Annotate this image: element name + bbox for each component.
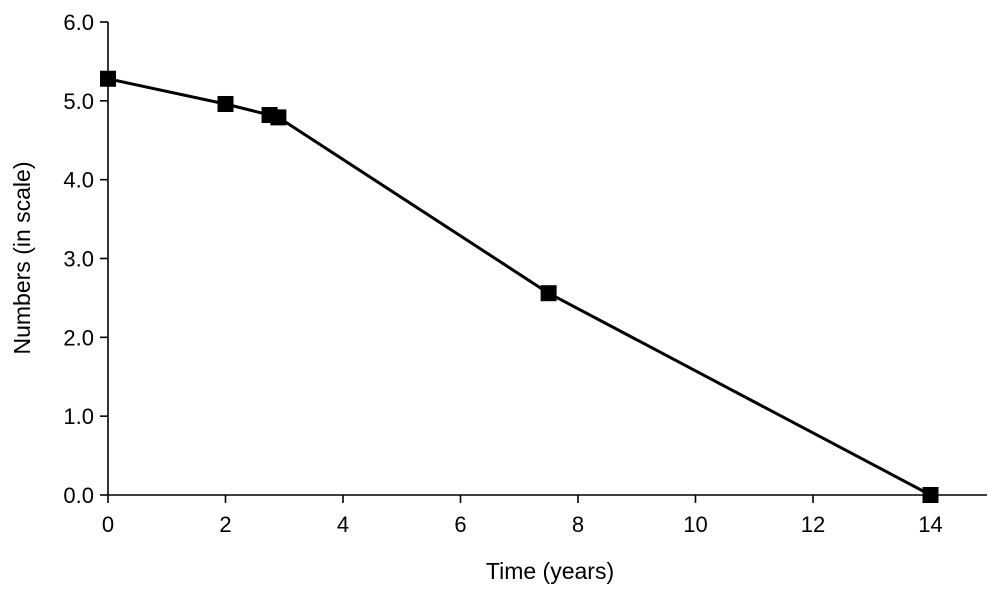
- y-ticks: 0.0 1.0 2.0 3.0 4.0 5.0 6.0: [63, 10, 108, 508]
- x-tick-label: 2: [219, 512, 231, 537]
- y-tick-label: 1.0: [63, 404, 94, 429]
- x-tick-label: 12: [801, 512, 825, 537]
- data-point-marker: [217, 95, 234, 112]
- y-tick-label: 2.0: [63, 325, 94, 350]
- x-tick-label: 4: [337, 512, 349, 537]
- y-tick-label: 4.0: [63, 168, 94, 193]
- data-point-marker: [100, 70, 116, 87]
- data-point-marker: [922, 487, 939, 503]
- x-axis: 0 2 4 6 8 10 12 14: [102, 494, 987, 537]
- y-tick-label: 6.0: [63, 10, 94, 35]
- x-ticks: 0 2 4 6 8 10 12 14: [102, 495, 943, 537]
- data-point-marker: [540, 285, 557, 302]
- x-tick-label: 6: [454, 512, 466, 537]
- series-line: [107, 77, 932, 497]
- y-axis-title: Numbers (in scale): [9, 162, 35, 355]
- x-tick-label: 10: [683, 512, 707, 537]
- x-axis-title: Time (years): [486, 558, 614, 584]
- y-tick-label: 0.0: [63, 483, 94, 508]
- series-layer: [100, 70, 939, 503]
- data-point-marker: [270, 109, 287, 126]
- x-tick-label: 14: [918, 512, 942, 537]
- x-tick-label: 8: [572, 512, 584, 537]
- x-tick-label: 0: [102, 512, 114, 537]
- y-tick-label: 3.0: [63, 247, 94, 272]
- y-tick-label: 5.0: [63, 89, 94, 114]
- y-axis: 0.0 1.0 2.0 3.0 4.0 5.0 6.0: [63, 10, 109, 508]
